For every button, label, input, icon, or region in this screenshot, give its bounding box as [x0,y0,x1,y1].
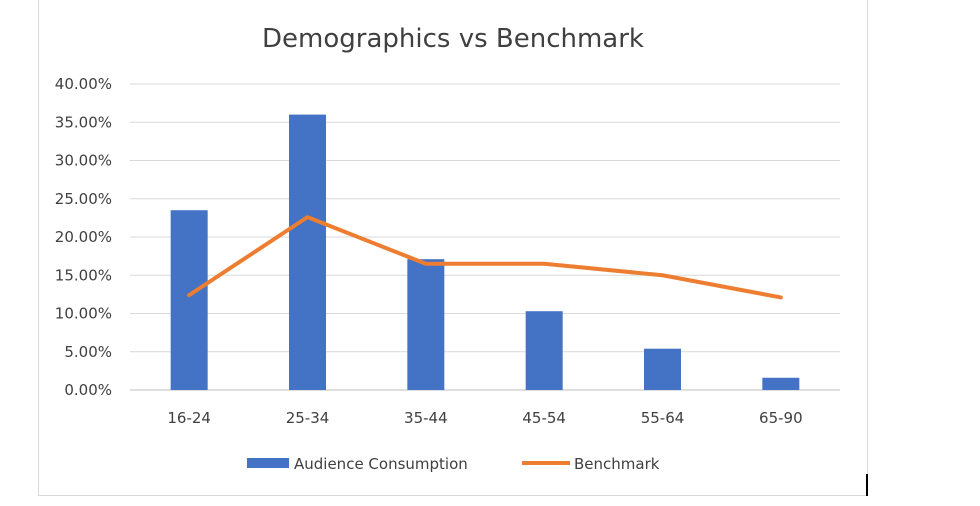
x-tick-label: 45-54 [522,409,566,427]
x-tick-label: 65-90 [759,409,803,427]
chart-title: Demographics vs Benchmark [262,24,644,54]
benchmark-line [187,215,783,300]
y-tick-label: 25.00% [55,190,112,208]
line-series [187,215,783,300]
y-tick-label: 30.00% [55,152,112,170]
y-tick-label: 40.00% [55,75,112,93]
y-tick-label: 10.00% [55,305,112,323]
bar [762,377,800,390]
x-tick-labels: 16-24 25-34 35-44 45-54 55-64 65-90 [167,409,802,427]
edge-mark [866,474,868,496]
legend: Audience Consumption Benchmark [247,455,660,473]
y-tick-label: 15.00% [55,266,112,284]
x-tick-label: 16-24 [167,409,211,427]
bar-series [170,114,800,390]
y-tick-label: 0.00% [64,381,112,399]
legend-swatch-audience [247,458,289,468]
legend-label-audience: Audience Consumption [294,455,468,473]
y-tick-label: 5.00% [64,343,112,361]
bar [170,210,208,390]
bar [407,259,445,390]
grid [130,83,840,391]
y-tick-label: 35.00% [55,113,112,131]
bar [644,348,681,390]
x-tick-label: 35-44 [404,409,448,427]
y-tick-label: 20.00% [55,228,112,246]
x-tick-label: 25-34 [286,409,330,427]
bar [525,311,563,390]
bar [289,114,326,390]
x-tick-label: 55-64 [641,409,685,427]
legend-label-benchmark: Benchmark [574,455,660,473]
y-tick-labels: 0.00% 5.00% 10.00% 15.00% 20.00% 25.00% 30.00%… [55,75,112,399]
